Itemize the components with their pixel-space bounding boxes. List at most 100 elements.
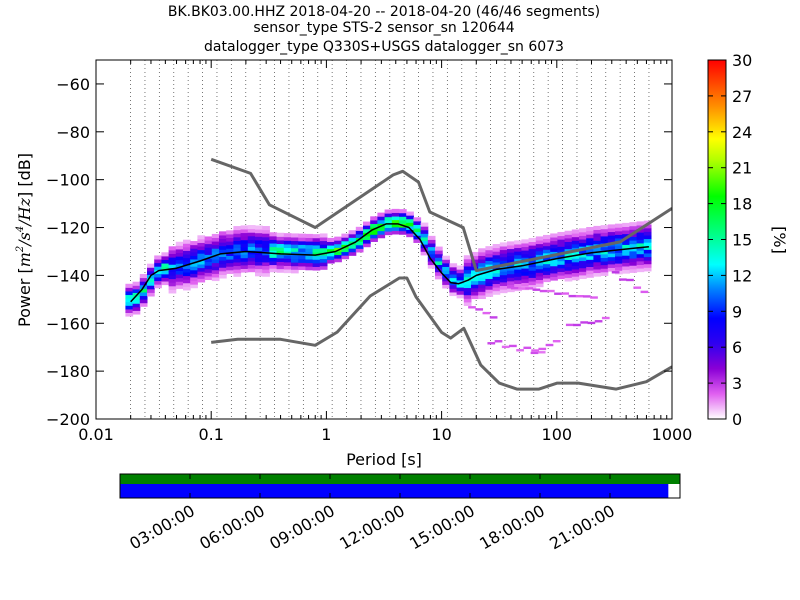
colorbar: 0 3 6 9 12 15 18 21 24 27 30 [%] <box>707 51 789 429</box>
histogram-cell <box>535 254 544 259</box>
histogram-cell <box>298 262 306 267</box>
histogram-cell <box>341 251 350 256</box>
histogram-cell <box>312 234 321 239</box>
histogram-cell <box>240 236 249 241</box>
histogram-cell <box>521 268 530 273</box>
histogram-cell <box>139 281 148 286</box>
histogram-cell <box>269 264 278 269</box>
histogram-cell <box>564 263 573 268</box>
histogram-cell <box>579 271 587 276</box>
histogram-cell <box>355 248 364 253</box>
histogram-cell <box>586 237 594 242</box>
histogram-cell <box>377 226 386 232</box>
histogram-cell <box>564 234 573 239</box>
histogram-cell <box>528 245 537 250</box>
histogram-cell <box>255 225 263 230</box>
histogram-cell <box>226 244 234 249</box>
histogram-cell <box>175 266 184 271</box>
histogram-cell <box>485 253 494 258</box>
histogram-cell <box>305 255 314 260</box>
y-tick-label: −140 <box>46 266 90 285</box>
histogram-cell <box>305 233 314 238</box>
histogram-cell <box>629 247 638 252</box>
histogram-cell <box>168 264 177 269</box>
histogram-cell <box>550 265 558 270</box>
histogram-cell <box>463 280 472 285</box>
plot-frame <box>95 59 673 420</box>
histogram-cell <box>283 265 292 270</box>
histogram-cell <box>629 254 638 259</box>
histogram-cell <box>528 280 537 286</box>
histogram-cell <box>543 256 551 261</box>
histogram-cell <box>499 289 508 294</box>
histogram-cell <box>132 281 141 286</box>
colorbar-tick-label: 15 <box>732 231 752 250</box>
histogram-cell <box>521 250 530 255</box>
histogram-cell <box>240 239 249 244</box>
colorbar-label: [%] <box>770 226 789 254</box>
histogram-cell <box>262 226 270 231</box>
histogram-cell <box>197 253 206 258</box>
histogram-cell <box>291 265 299 270</box>
histogram-cell <box>283 243 292 249</box>
histogram-cell <box>543 249 551 254</box>
histogram-cell <box>125 283 134 288</box>
histogram-cell <box>197 278 206 283</box>
histogram-cell <box>255 272 263 277</box>
histogram-cell <box>298 258 306 263</box>
histogram-cell <box>615 259 623 264</box>
histogram-cell <box>607 263 616 268</box>
histogram-cell <box>298 248 306 253</box>
histogram-cell <box>546 289 555 293</box>
histogram-cell <box>190 276 198 282</box>
histogram-cell <box>636 260 645 265</box>
histogram-cell <box>384 231 393 236</box>
histogram-cell <box>355 226 364 231</box>
histogram-cell <box>571 251 580 256</box>
histogram-cell <box>283 269 292 274</box>
histogram-cell <box>449 270 458 275</box>
histogram-cell <box>471 280 479 285</box>
histogram-cell <box>183 239 191 244</box>
histogram-cell <box>485 256 494 262</box>
histogram-cell <box>600 264 609 269</box>
histogram-cell <box>528 277 537 282</box>
histogram-cell <box>516 349 524 352</box>
histogram-cell <box>161 255 170 260</box>
histogram-cell <box>334 254 342 259</box>
histogram-cell <box>377 234 386 239</box>
histogram-cell <box>125 301 134 306</box>
histogram-cell <box>269 235 278 240</box>
histogram-cell <box>247 260 256 266</box>
histogram-cell <box>514 276 522 281</box>
histogram-cell <box>622 222 630 227</box>
histogram-cell <box>543 260 551 265</box>
title-line-2: sensor_type STS-2 sensor_sn 120644 <box>253 20 514 36</box>
histogram-cell <box>283 251 292 256</box>
histogram-cell <box>564 273 573 278</box>
histogram-cell <box>485 249 494 254</box>
histogram-cell <box>507 270 515 275</box>
histogram-cell <box>643 263 652 268</box>
histogram-cell <box>557 275 566 280</box>
histogram-cell <box>183 250 191 255</box>
histogram-cell <box>399 216 407 221</box>
histogram-cell <box>211 237 220 242</box>
histogram-cell <box>636 235 645 240</box>
histogram-cell <box>593 240 602 245</box>
histogram-cell <box>615 252 623 257</box>
histogram-cell <box>298 244 306 249</box>
histogram-cell <box>190 255 198 260</box>
histogram-cell <box>183 246 191 251</box>
histogram-cell <box>463 287 472 292</box>
histogram-cell <box>643 234 652 240</box>
histogram-cell <box>161 273 170 278</box>
histogram-cell <box>557 260 566 265</box>
histogram-cell <box>262 258 270 263</box>
histogram-cell <box>449 284 458 289</box>
histogram-cell <box>600 257 609 262</box>
histogram-cell <box>463 283 472 289</box>
histogram-cell <box>413 220 422 225</box>
histogram-cell <box>535 250 544 255</box>
histogram-cell <box>507 280 515 285</box>
